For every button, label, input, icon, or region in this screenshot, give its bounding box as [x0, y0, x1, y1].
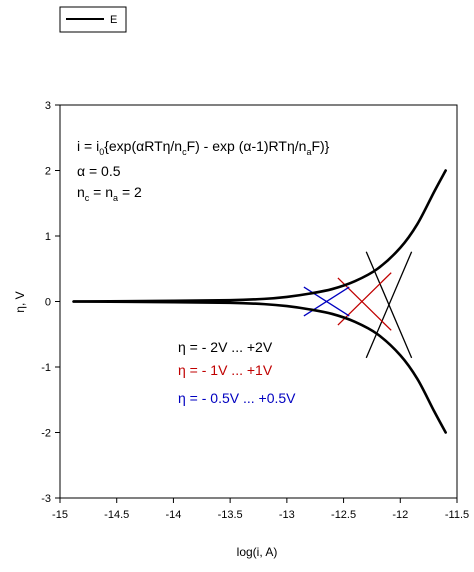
x-tick-label: -14.5	[104, 509, 129, 521]
n-sub-a: a	[113, 193, 118, 203]
x-tick-label: -12.5	[331, 509, 356, 521]
eq-sub-a: a	[306, 147, 311, 157]
y-tick-label: 0	[45, 297, 51, 309]
y-tick-label: 2	[45, 166, 51, 178]
range-label-red: η = - 1V ... +1V	[178, 362, 273, 378]
series-e-upper-branch	[72, 169, 447, 303]
n-annotation: nc = na = 2	[77, 184, 142, 203]
y-tick-label: -3	[41, 493, 51, 505]
x-tick-label: -13.5	[218, 509, 243, 521]
tangent-lines	[303, 251, 413, 359]
tangent-blue	[303, 286, 350, 317]
x-tick-label: -12	[392, 509, 408, 521]
n-sub-c: c	[85, 193, 90, 203]
y-tick-label: -2	[41, 428, 51, 440]
eq-sub-0: 0	[99, 147, 104, 157]
eq-part2: {exp(αRTη/n	[104, 138, 182, 154]
x-axis-title: log(i, A)	[237, 545, 278, 559]
y-tick-label: 1	[45, 231, 51, 243]
n-p3: = 2	[118, 184, 142, 200]
eq-sub-c: c	[182, 147, 187, 157]
eq-part4: F)}	[311, 138, 329, 154]
eq-prefix: i = i	[77, 138, 99, 154]
x-tick-label: -15	[52, 509, 68, 521]
legend: E	[59, 6, 127, 33]
y-tick-label: -1	[41, 362, 51, 374]
n-p1: n	[77, 184, 85, 200]
range-label-blue: η = - 0.5V ... +0.5V	[178, 390, 296, 406]
tangent-black	[365, 251, 413, 359]
y-axis-title: η, V	[13, 291, 27, 312]
alpha-annotation: α = 0.5	[77, 163, 121, 179]
y-tick-label: 3	[45, 100, 51, 112]
series-e-lower-branch	[72, 300, 447, 434]
equation-annotation: i = i0{exp(αRTη/ncF) - exp (α-1)RTη/naF)…	[77, 138, 330, 157]
series-lines	[72, 169, 447, 434]
y-ticks: -3 -2 -1 0 1 2 3	[41, 100, 60, 505]
range-label-black: η = - 2V ... +2V	[178, 339, 273, 355]
x-tick-label: -13	[279, 509, 295, 521]
x-ticks: -15 -14.5 -14 -13.5 -13 -12.5 -12 -11.5	[52, 498, 469, 521]
n-p2: = n	[89, 184, 113, 200]
legend-label-e: E	[110, 14, 117, 26]
tangent-red	[337, 272, 392, 326]
x-tick-label: -11.5	[445, 509, 469, 521]
tangent-red	[337, 277, 392, 331]
eq-part3: F) - exp (α-1)RTη/n	[187, 138, 307, 154]
x-tick-label: -14	[165, 509, 181, 521]
